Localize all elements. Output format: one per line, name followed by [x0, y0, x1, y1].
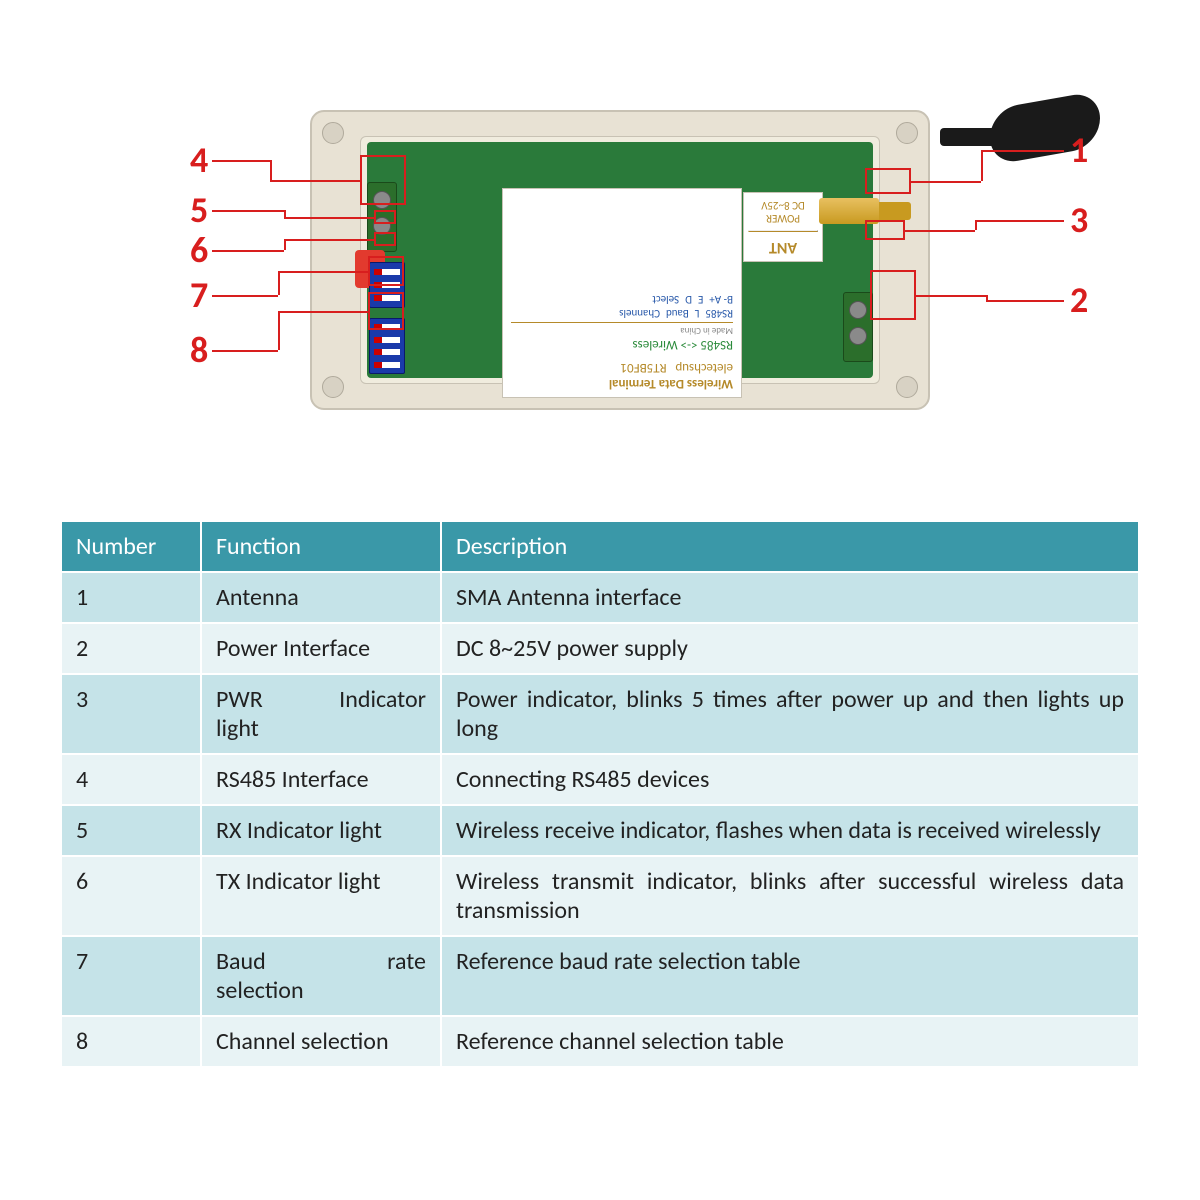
table-row: 7Baud rateselectionReference baud rate s… — [61, 936, 1139, 1016]
cell-number: 2 — [61, 623, 201, 674]
callout-line — [278, 271, 368, 273]
callout-line — [981, 150, 1064, 152]
callout-box — [368, 292, 404, 330]
callout-line — [986, 300, 1064, 302]
callout-line — [911, 181, 981, 183]
table-row: 3PWR IndicatorlightPower indicator, blin… — [61, 674, 1139, 754]
callout-line — [278, 311, 368, 313]
label-brand: eletechsup — [675, 360, 733, 375]
table-row: 2Power InterfaceDC 8~25V power supply — [61, 623, 1139, 674]
cell-description: Wireless receive indicator, flashes when… — [441, 805, 1139, 856]
device-pcb: Wireless Data Terminal eletechsup RT5BF0… — [367, 142, 873, 378]
callout-line — [284, 217, 374, 219]
callout-line — [284, 210, 286, 217]
table-row: 1AntennaSMA Antenna interface — [61, 572, 1139, 623]
callout-number: 2 — [1070, 278, 1088, 322]
antenna-label-panel: ANT POWER DC 8~25V — [743, 192, 823, 262]
cell-function: PWR Indicatorlight — [201, 674, 441, 754]
cell-number: 7 — [61, 936, 201, 1016]
antenna-icon — [940, 100, 1140, 170]
cell-function: Baud rateselection — [201, 936, 441, 1016]
callout-box — [360, 155, 406, 205]
callout-line — [905, 230, 975, 232]
callout-line — [212, 250, 284, 252]
callout-line — [212, 160, 270, 162]
cell-function: Antenna — [201, 572, 441, 623]
callout-line — [284, 239, 374, 241]
callout-line — [981, 150, 983, 181]
table-header-row: Number Function Description — [61, 521, 1139, 572]
cell-description: DC 8~25V power supply — [441, 623, 1139, 674]
cell-description: Reference channel selection table — [441, 1016, 1139, 1067]
cell-description: Reference baud rate selection table — [441, 936, 1139, 1016]
callout-line — [278, 271, 280, 295]
callout-box — [865, 220, 905, 240]
table-row: 4RS485 InterfaceConnecting RS485 devices — [61, 754, 1139, 805]
cell-description: SMA Antenna interface — [441, 572, 1139, 623]
callout-box — [374, 232, 396, 246]
cell-number: 3 — [61, 674, 201, 754]
callout-line — [212, 295, 278, 297]
label-title: Wireless Data Terminal — [511, 375, 733, 391]
device-diagram: Wireless Data Terminal eletechsup RT5BF0… — [60, 60, 1140, 460]
table-row: 6TX Indicator lightWireless transmit ind… — [61, 856, 1139, 936]
table-row: 8Channel selectionReference channel sele… — [61, 1016, 1139, 1067]
callout-number: 4 — [190, 138, 208, 182]
callout-box — [374, 210, 396, 224]
callout-number: 8 — [190, 328, 208, 372]
cell-function: TX Indicator light — [201, 856, 441, 936]
power-terminal — [843, 292, 873, 362]
screw-icon — [896, 376, 918, 398]
callout-line — [270, 180, 360, 182]
cell-function: Channel selection — [201, 1016, 441, 1067]
table-row: 5RX Indicator lightWireless receive indi… — [61, 805, 1139, 856]
cell-number: 8 — [61, 1016, 201, 1067]
col-function: Function — [201, 521, 441, 572]
col-description: Description — [441, 521, 1139, 572]
cell-number: 5 — [61, 805, 201, 856]
callout-line — [975, 220, 1064, 222]
callout-number: 6 — [190, 228, 208, 272]
callout-line — [212, 210, 284, 212]
callout-box — [368, 256, 404, 286]
cell-description: Power indicator, blinks 5 times after po… — [441, 674, 1139, 754]
cell-number: 4 — [61, 754, 201, 805]
functions-table: Number Function Description 1AntennaSMA … — [60, 520, 1140, 1068]
cell-description: Connecting RS485 devices — [441, 754, 1139, 805]
callout-number: 7 — [190, 273, 208, 317]
screw-icon — [322, 122, 344, 144]
cell-function: RX Indicator light — [201, 805, 441, 856]
cell-number: 1 — [61, 572, 201, 623]
screw-icon — [322, 376, 344, 398]
callout-number: 3 — [1070, 198, 1088, 242]
screw-icon — [896, 122, 918, 144]
callout-line — [916, 295, 986, 297]
cell-function: RS485 Interface — [201, 754, 441, 805]
callout-box — [865, 168, 911, 194]
callout-box — [870, 270, 916, 320]
label-model: RT5BF01 — [620, 360, 666, 375]
callout-line — [212, 350, 278, 352]
callout-number: 5 — [190, 188, 208, 232]
col-number: Number — [61, 521, 201, 572]
callout-line — [278, 311, 280, 350]
cell-description: Wireless transmit indicator, blinks afte… — [441, 856, 1139, 936]
page: Wireless Data Terminal eletechsup RT5BF0… — [0, 0, 1200, 1200]
cell-number: 6 — [61, 856, 201, 936]
callout-number: 1 — [1070, 128, 1088, 172]
device-label-panel: Wireless Data Terminal eletechsup RT5BF0… — [502, 188, 742, 398]
cell-function: Power Interface — [201, 623, 441, 674]
callout-line — [270, 160, 272, 180]
label-line: RS485 <-> Wireless — [511, 336, 733, 352]
label-made: Made in China — [511, 325, 733, 336]
